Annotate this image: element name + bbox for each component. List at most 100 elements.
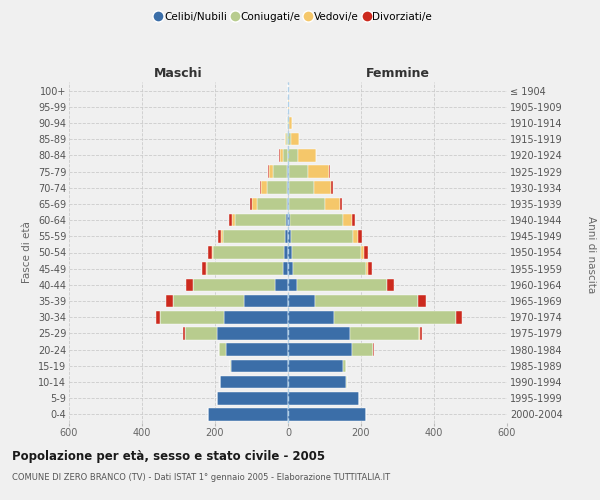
Bar xyxy=(288,149,298,162)
Bar xyxy=(346,376,347,388)
Bar xyxy=(291,230,353,242)
Bar xyxy=(223,230,285,242)
Bar xyxy=(334,311,456,324)
Bar xyxy=(160,311,224,324)
Bar xyxy=(224,311,288,324)
Bar xyxy=(229,214,232,226)
Bar xyxy=(244,295,288,308)
Bar xyxy=(220,344,226,356)
Bar xyxy=(217,392,288,404)
Text: COMUNE DI ZERO BRANCO (TV) - Dati ISTAT 1° gennaio 2005 - Elaborazione TUTTITALI: COMUNE DI ZERO BRANCO (TV) - Dati ISTAT … xyxy=(12,472,390,482)
Bar xyxy=(420,327,422,340)
Bar xyxy=(232,360,288,372)
Bar xyxy=(361,246,364,259)
Bar xyxy=(289,198,325,210)
Bar xyxy=(268,165,269,178)
Bar xyxy=(352,214,355,226)
Bar xyxy=(288,116,289,130)
Bar xyxy=(286,214,288,226)
Bar xyxy=(288,360,343,372)
Bar xyxy=(340,198,343,210)
Bar xyxy=(343,214,352,226)
Bar xyxy=(287,198,288,210)
Bar xyxy=(218,230,221,242)
Bar xyxy=(288,311,334,324)
Bar xyxy=(232,214,235,226)
Bar xyxy=(288,327,350,340)
Bar xyxy=(288,408,367,420)
Bar xyxy=(288,376,346,388)
Bar xyxy=(350,327,419,340)
Bar xyxy=(292,246,361,259)
Legend: Celibi/Nubili, Coniugati/e, Vedovi/e, Divorziati/e: Celibi/Nubili, Coniugati/e, Vedovi/e, Di… xyxy=(152,8,436,26)
Bar xyxy=(352,344,373,356)
Bar xyxy=(206,262,283,275)
Bar xyxy=(297,278,386,291)
Bar xyxy=(284,246,288,259)
Bar xyxy=(226,344,288,356)
Bar xyxy=(274,165,287,178)
Bar xyxy=(283,262,288,275)
Bar xyxy=(288,230,291,242)
Text: Femmine: Femmine xyxy=(365,67,430,80)
Bar xyxy=(386,278,387,291)
Bar xyxy=(298,149,316,162)
Bar xyxy=(280,149,283,162)
Bar xyxy=(267,182,287,194)
Bar xyxy=(288,344,352,356)
Bar xyxy=(364,246,368,259)
Bar xyxy=(288,214,290,226)
Text: Anni di nascita: Anni di nascita xyxy=(586,216,596,294)
Bar xyxy=(289,182,314,194)
Bar xyxy=(387,278,394,291)
Bar xyxy=(287,165,288,178)
Bar xyxy=(289,165,308,178)
Bar xyxy=(208,408,288,420)
Bar xyxy=(193,278,275,291)
Bar xyxy=(202,262,206,275)
Bar xyxy=(329,165,331,178)
Bar xyxy=(358,230,362,242)
Bar xyxy=(186,278,193,291)
Bar xyxy=(230,360,232,372)
Text: Maschi: Maschi xyxy=(154,67,203,80)
Bar xyxy=(288,278,297,291)
Bar xyxy=(212,246,213,259)
Bar xyxy=(289,116,292,130)
Bar xyxy=(213,246,284,259)
Bar xyxy=(366,262,368,275)
Bar xyxy=(373,344,374,356)
Bar xyxy=(275,278,288,291)
Bar xyxy=(286,133,288,145)
Bar xyxy=(331,182,333,194)
Bar xyxy=(235,214,286,226)
Bar xyxy=(316,295,418,308)
Bar xyxy=(208,246,212,259)
Bar xyxy=(173,295,244,308)
Bar xyxy=(156,311,160,324)
Bar xyxy=(288,392,359,404)
Bar xyxy=(250,198,252,210)
Bar xyxy=(221,230,223,242)
Bar xyxy=(288,246,292,259)
Bar xyxy=(287,182,288,194)
Bar xyxy=(418,295,425,308)
Bar xyxy=(314,182,331,194)
Bar xyxy=(353,230,358,242)
Bar xyxy=(166,295,173,308)
Bar xyxy=(220,376,288,388)
Bar xyxy=(217,327,288,340)
Bar xyxy=(285,230,288,242)
Bar xyxy=(218,344,220,356)
Bar xyxy=(343,360,346,372)
Bar xyxy=(285,133,286,145)
Y-axis label: Fasce di età: Fasce di età xyxy=(22,222,32,284)
Text: Popolazione per età, sesso e stato civile - 2005: Popolazione per età, sesso e stato civil… xyxy=(12,450,325,463)
Bar xyxy=(257,198,287,210)
Bar xyxy=(288,198,289,210)
Bar xyxy=(288,133,291,145)
Bar xyxy=(269,165,274,178)
Bar xyxy=(293,262,366,275)
Bar xyxy=(287,116,288,130)
Bar xyxy=(252,198,257,210)
